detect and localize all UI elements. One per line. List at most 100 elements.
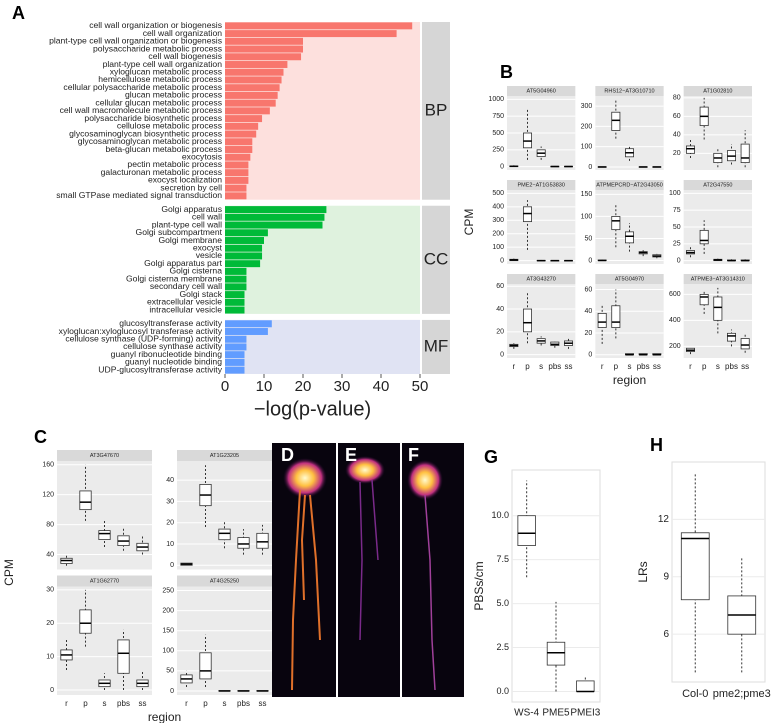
bar: [225, 343, 247, 351]
y-tick-label: 10: [46, 653, 54, 660]
box: [546, 641, 566, 666]
box: [611, 111, 621, 131]
bar: [225, 221, 323, 229]
category-label: cellular polysaccharide metabolic proces…: [63, 82, 222, 92]
y-tick-label: 60: [496, 283, 504, 290]
category-label: plant-type cell wall: [152, 219, 222, 229]
category-label: Golgi stack: [179, 289, 222, 299]
category-label: glycosaminoglycan biosynthetic process: [69, 128, 222, 138]
box: [523, 308, 533, 333]
panel-letter: H: [650, 435, 663, 455]
box: [713, 296, 723, 321]
panel-letter: G: [484, 447, 498, 467]
x-tick-label: p: [203, 699, 208, 708]
facet-strip: [595, 274, 664, 284]
y-tick-label: 6: [663, 629, 669, 640]
box: [686, 145, 696, 154]
category-label: intracellular vesicle: [149, 304, 222, 314]
box: [597, 312, 607, 328]
x-tick-label: s: [223, 699, 227, 708]
y-tick-label: 0: [500, 257, 504, 264]
x-tick-label: ss: [139, 699, 147, 708]
x-tick-label: pbs: [637, 362, 650, 371]
y-tick-label: 600: [669, 291, 681, 298]
y-tick-label: 12: [658, 514, 670, 525]
panel-letter: C: [34, 427, 47, 447]
y-tick-label: 2.5: [496, 642, 509, 652]
panel-letter: E: [345, 445, 357, 465]
plot-panel: [507, 190, 576, 264]
box: [680, 532, 710, 601]
category-label: cell wall: [192, 212, 222, 222]
y-axis-label: PBSs/cm: [472, 561, 486, 610]
category-label: exocyst: [193, 242, 223, 252]
category-label: cell wall macromolecule metabolic proces…: [60, 105, 222, 115]
category-label: plant-type cell wall organization or bio…: [49, 36, 222, 46]
facet-strip: [595, 86, 664, 96]
y-tick-label: 40: [166, 477, 174, 484]
x-tick-label: 10: [256, 378, 273, 395]
category-label: Golgi cisterna membrane: [126, 273, 222, 283]
bar: [225, 84, 280, 92]
box: [625, 231, 635, 244]
facet-strip: [507, 86, 576, 96]
y-tick-label: 100: [581, 213, 593, 220]
box: [611, 216, 621, 231]
bar: [225, 328, 268, 335]
category-label: galacturonan metabolic process: [101, 167, 222, 177]
y-tick-label: 0: [500, 351, 504, 358]
box: [98, 530, 111, 540]
bar: [225, 130, 257, 138]
y-tick-label: 80: [673, 95, 681, 102]
bar: [225, 351, 245, 359]
x-tick-label: p: [83, 699, 88, 708]
facet-strip: [683, 274, 752, 284]
y-tick-label: 9: [663, 571, 669, 582]
bar: [225, 169, 249, 177]
panel-letter: F: [408, 445, 419, 465]
category-label: cellulose synthase activity: [123, 341, 223, 351]
facet-title: ATPME3−AT3G14310: [691, 276, 745, 282]
x-tick-label: PMEI3: [570, 708, 600, 719]
y-tick-label: 50: [585, 235, 593, 242]
facet-title: AT5G04970: [615, 276, 644, 282]
x-tick-label: s: [103, 699, 107, 708]
y-tick-label: 120: [42, 492, 54, 499]
x-tick-label: pbs: [725, 362, 738, 371]
y-tick-label: 40: [496, 306, 504, 313]
y-axis-label: CPM: [462, 209, 476, 236]
category-label: cellulose metabolic process: [117, 121, 222, 131]
x-tick-label: p: [614, 362, 619, 371]
bar: [225, 298, 245, 306]
root-glow: [283, 458, 327, 498]
box: [517, 515, 536, 546]
facet-strip: [683, 86, 752, 96]
facet-strip: [683, 180, 752, 190]
facet-label: MF: [424, 336, 449, 355]
y-tick-label: 30: [166, 498, 174, 505]
y-tick-label: 50: [166, 668, 174, 675]
category-label: guanyl nucleotide binding: [125, 357, 222, 367]
bar: [225, 275, 247, 283]
x-tick-label: p: [702, 362, 707, 371]
y-tick-label: 40: [673, 132, 681, 139]
x-tick-label: Col-0: [682, 688, 708, 700]
x-tick-label: 0: [221, 378, 229, 395]
root-line: [291, 489, 321, 691]
y-tick-label: 20: [496, 329, 504, 336]
facet-strip: [177, 450, 272, 461]
box: [576, 680, 595, 692]
bar: [225, 122, 259, 130]
y-tick-label: 40: [585, 308, 593, 315]
y-tick-label: 40: [46, 551, 54, 558]
category-label: glucosyltransferase activity: [119, 318, 222, 328]
bar: [225, 260, 261, 268]
facet-title: AT4G25250: [210, 578, 239, 584]
bar: [225, 115, 263, 123]
y-tick-label: 200: [162, 607, 174, 614]
facet-label: CC: [424, 249, 449, 268]
x-axis-label: region: [613, 373, 646, 387]
bar: [225, 283, 247, 291]
box: [79, 490, 92, 511]
category-label: Golgi apparatus: [161, 204, 222, 214]
